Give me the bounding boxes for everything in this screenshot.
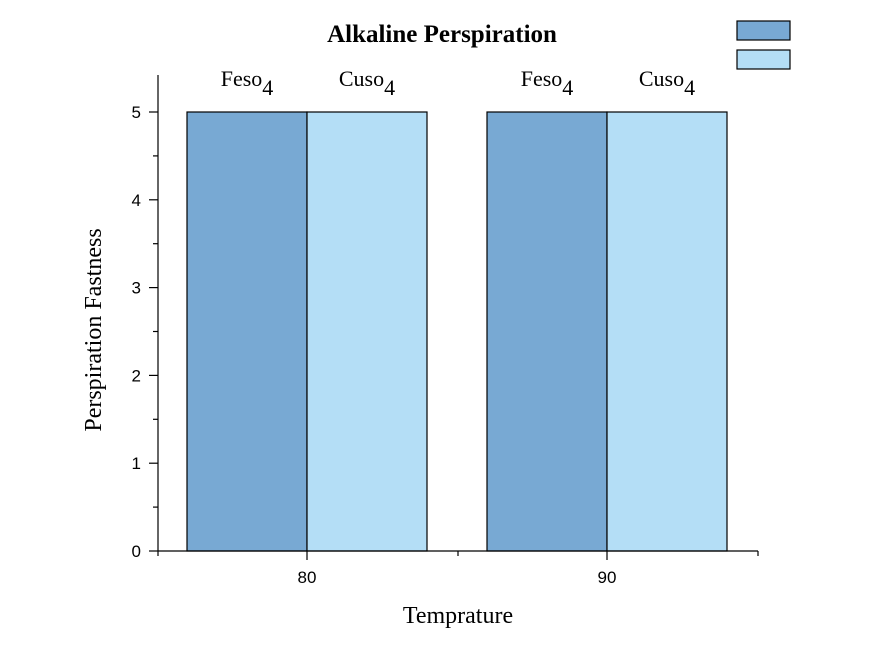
y-tick-label-4: 4 [132,191,141,210]
y-ticks: 0 1 2 3 4 5 [132,103,158,561]
bar-label-90-series-1: Feso4 [521,66,574,100]
bar-label-90-series-2: Cuso4 [639,66,695,100]
y-axis-label: Perspiration Fastness [81,228,107,431]
x-tick-label-80: 80 [298,568,317,587]
bar-labels-layer: Feso4 Cuso4 Feso4 Cuso4 [221,66,695,100]
bar-80-series-2 [306,111,428,552]
legend-swatch-series-2 [736,49,791,70]
x-tick-label-90: 90 [598,568,617,587]
y-tick-label-2: 2 [132,366,141,385]
bar-80-series-1 [186,111,308,552]
y-tick-label-0: 0 [132,542,141,561]
bar-label-80-series-2: Cuso4 [339,66,395,100]
y-tick-label-1: 1 [132,454,141,473]
y-axis: 0 1 2 3 4 5 [132,75,159,561]
chart-title: Alkaline Perspiration [327,21,557,48]
x-axis-label: Temprature [403,603,513,629]
legend-swatch-series-1 [736,20,791,41]
x-ticks: 80 90 [157,551,759,587]
y-tick-label-3: 3 [132,279,141,298]
bar-90-series-2 [606,111,728,552]
y-tick-label-5: 5 [132,103,141,122]
bar-label-80-series-1: Feso4 [221,66,274,100]
legend [736,20,791,70]
bar-90-series-1 [486,111,608,552]
bars-layer [186,111,728,552]
x-axis: 80 90 [157,550,759,587]
